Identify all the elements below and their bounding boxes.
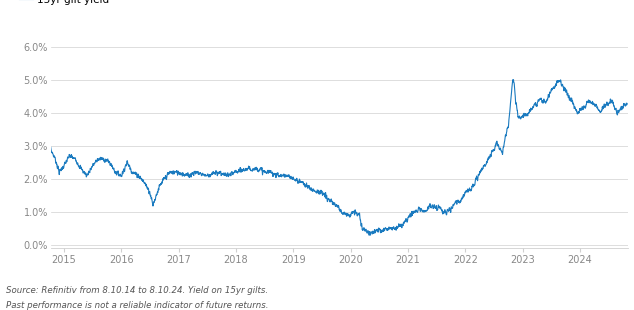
Text: Past performance is not a reliable indicator of future returns.: Past performance is not a reliable indic… (6, 301, 269, 310)
Legend: 15yr gilt yield: 15yr gilt yield (16, 0, 113, 9)
Text: Source: Refinitiv from 8.10.14 to 8.10.24. Yield on 15yr gilts.: Source: Refinitiv from 8.10.14 to 8.10.2… (6, 286, 268, 295)
